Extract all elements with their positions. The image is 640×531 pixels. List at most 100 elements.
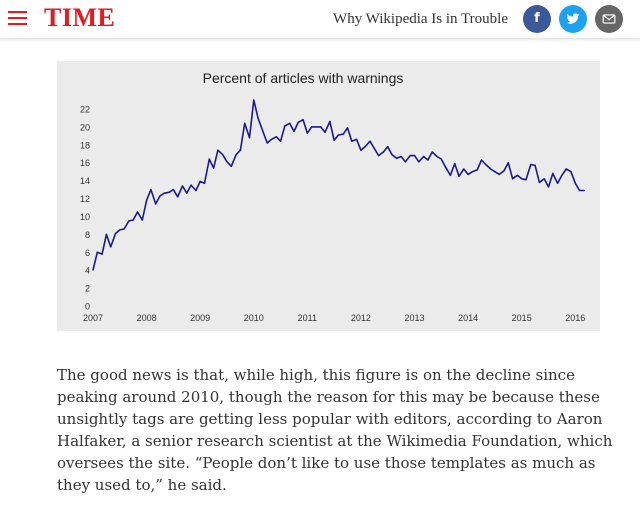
data-point	[512, 178, 514, 180]
data-point	[208, 158, 210, 160]
x-axis-ticks: 2007 2008 2009 2010 2011 2012 2013 2014 2015 2016	[83, 313, 585, 323]
twitter-share-button[interactable]	[559, 5, 587, 33]
data-point	[391, 154, 393, 156]
data-point	[159, 195, 161, 197]
data-point	[253, 99, 255, 101]
data-point	[128, 220, 130, 222]
data-point	[467, 173, 469, 175]
y-axis-ticks: 0 2 4 6 8 10 12 14 16 18 20 22	[80, 105, 90, 312]
data-point	[132, 219, 134, 221]
y-tick-label: 18	[80, 140, 90, 150]
x-tick-label: 2014	[458, 313, 478, 323]
data-point	[534, 164, 536, 166]
data-point	[266, 142, 268, 144]
data-point	[458, 175, 460, 177]
x-tick-label: 2016	[565, 313, 585, 323]
data-point	[570, 171, 572, 173]
email-share-button[interactable]	[595, 5, 623, 33]
article-paragraph: The good news is that, while high, this …	[57, 366, 613, 494]
data-point	[270, 138, 272, 140]
y-tick-label: 8	[85, 230, 90, 240]
x-tick-label: 2011	[298, 313, 317, 323]
time-logo[interactable]: TIME	[44, 3, 116, 32]
data-point	[387, 146, 389, 148]
data-point	[190, 184, 192, 186]
data-point	[262, 130, 264, 132]
data-point	[293, 130, 295, 132]
data-point	[400, 155, 402, 158]
top-nav-bar: TIME Why Wikipedia Is in Trouble f	[0, 0, 640, 39]
data-point	[431, 151, 433, 153]
data-point	[557, 182, 559, 184]
data-point	[516, 174, 518, 176]
data-point	[378, 155, 380, 157]
data-point	[110, 246, 112, 248]
data-point	[181, 185, 184, 187]
data-point	[418, 161, 420, 163]
data-point	[525, 179, 527, 181]
data-point	[337, 134, 339, 136]
data-point	[186, 192, 188, 194]
data-point	[222, 154, 224, 156]
series-line	[92, 99, 585, 271]
data-point	[476, 169, 478, 171]
data-point	[445, 166, 447, 168]
data-point	[333, 139, 335, 141]
data-point	[382, 151, 384, 153]
data-point	[543, 178, 545, 180]
data-point	[324, 131, 326, 133]
data-point	[163, 192, 165, 194]
data-point	[561, 174, 563, 176]
data-point	[356, 138, 358, 140]
data-point	[248, 137, 251, 139]
data-point	[583, 189, 586, 192]
data-point	[311, 126, 313, 128]
y-tick-label: 12	[80, 194, 90, 204]
x-tick-label: 2007	[83, 313, 103, 323]
data-point	[547, 186, 550, 188]
data-point	[436, 155, 438, 158]
y-tick-label: 0	[85, 302, 90, 312]
data-point	[521, 178, 523, 180]
data-point	[360, 149, 362, 151]
data-point	[177, 196, 179, 198]
data-point	[351, 140, 353, 142]
data-point	[257, 117, 259, 119]
data-point	[449, 174, 451, 176]
data-point	[373, 147, 375, 149]
data-point	[155, 203, 157, 205]
data-point	[329, 120, 331, 123]
data-point	[230, 165, 232, 167]
y-tick-label: 2	[85, 284, 90, 294]
data-point	[579, 189, 581, 192]
series-layer	[92, 99, 586, 271]
data-point	[297, 121, 299, 123]
data-point	[346, 127, 349, 129]
y-tick-label: 6	[85, 248, 90, 258]
data-point	[239, 149, 241, 151]
chart-title: Percent of articles with warnings	[203, 70, 404, 86]
data-point	[423, 155, 425, 158]
data-point	[302, 119, 304, 121]
data-point	[226, 161, 228, 163]
data-point	[203, 182, 206, 184]
data-point	[503, 170, 505, 172]
data-point	[471, 171, 473, 173]
y-tick-label: 20	[80, 122, 90, 132]
data-point	[485, 163, 487, 166]
data-point	[146, 199, 148, 201]
x-tick-label: 2013	[405, 313, 425, 323]
hamburger-menu-icon[interactable]	[8, 11, 28, 27]
data-point	[498, 173, 500, 175]
facebook-share-button[interactable]: f	[523, 5, 551, 33]
data-point	[92, 269, 94, 271]
data-point	[289, 122, 291, 124]
warnings-chart-svg: Percent of articles with warnings 0 2 4 6 8 1…	[80, 70, 586, 323]
data-point	[490, 168, 492, 170]
data-point	[217, 149, 219, 151]
data-point	[342, 133, 344, 135]
article-title: Why Wikipedia Is in Trouble	[333, 11, 508, 27]
data-point	[320, 126, 322, 128]
twitter-bird-icon	[566, 13, 580, 24]
data-point	[119, 229, 121, 231]
